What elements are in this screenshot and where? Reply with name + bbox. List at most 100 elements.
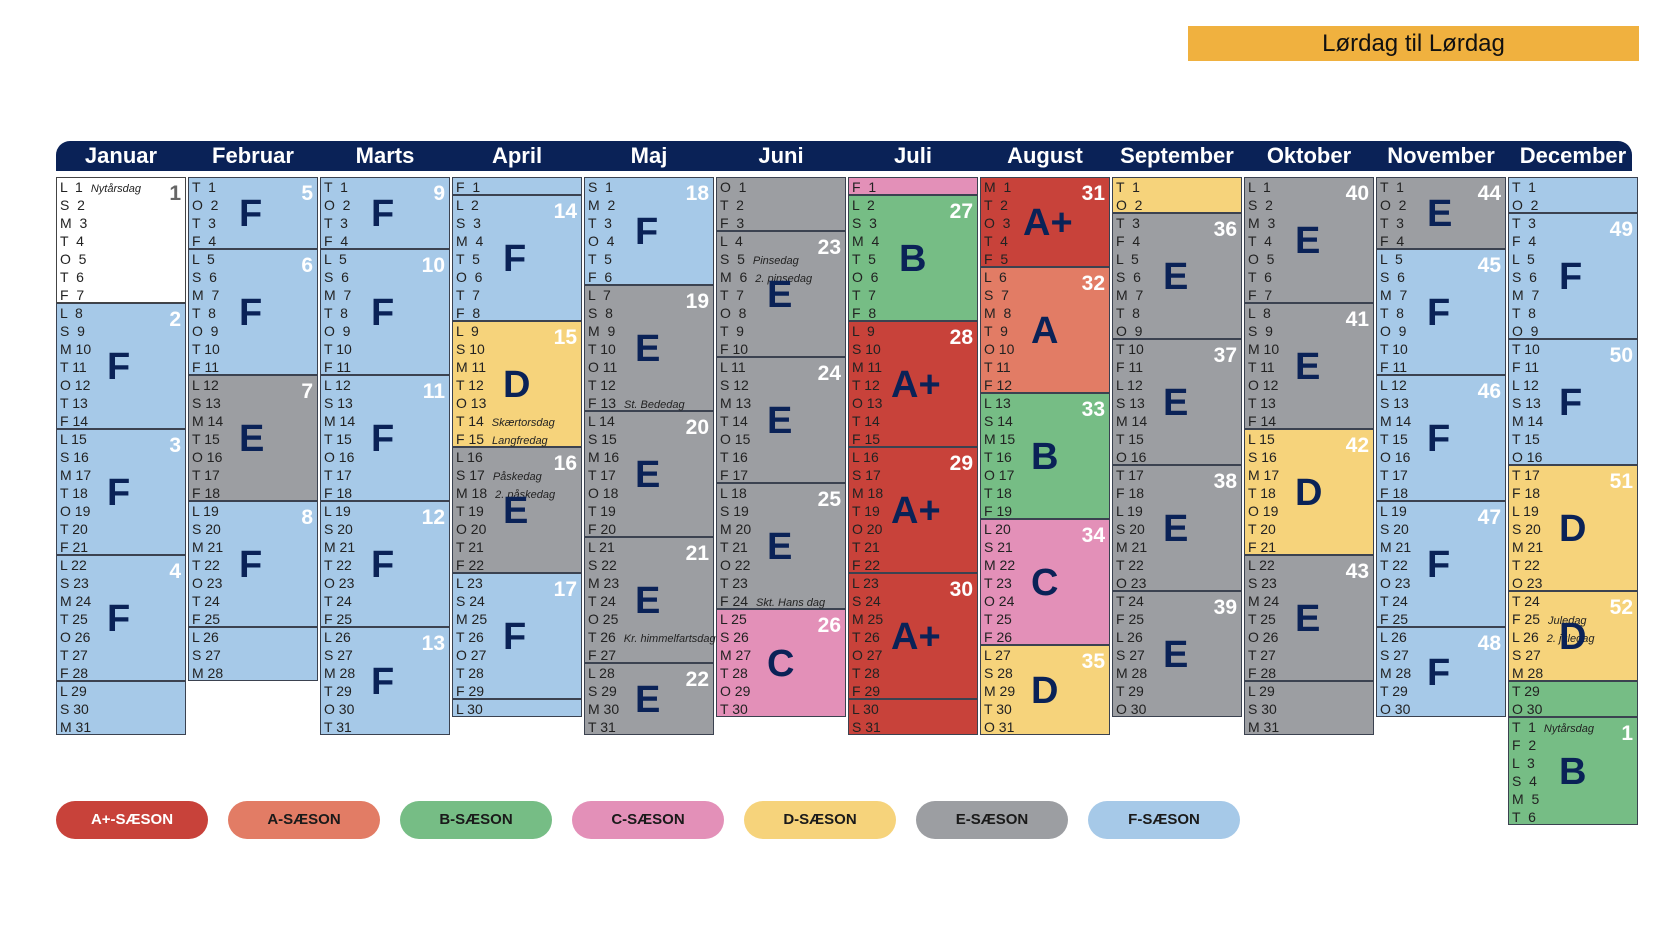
season-block: L 28 S 29 M 30 T 31 22 E [584, 663, 714, 735]
season-letter: F [107, 598, 131, 640]
day-cell: S 22 [588, 557, 617, 573]
day-cell: O 20 [852, 521, 883, 537]
day-cell: S 31 [852, 719, 881, 735]
day-cell: T 28 [720, 665, 748, 681]
season-block: L 29 S 30 M 31 [56, 681, 186, 735]
day-cell: O 25 [588, 611, 619, 627]
day-cell: T 22 [192, 557, 220, 573]
holiday-label: Påskedag [492, 471, 542, 483]
month-header-maj: Maj [630, 143, 668, 168]
month-header-januar: Januar [84, 143, 158, 168]
day-cell: T 13 [1248, 395, 1276, 411]
day-cell: M 4 [456, 233, 484, 249]
week-number: 34 [1081, 524, 1105, 547]
season-block: L 6 S 7 M 8 T 9 O 10 T 11 F 12 32 A [980, 267, 1110, 393]
day-cell: L 8 [60, 305, 83, 321]
day-cell: F 8 [456, 305, 481, 321]
day-cell: L 5 [1512, 251, 1535, 267]
day-cell: T 16 [984, 449, 1012, 465]
day-cell: O 4 [588, 233, 615, 249]
day-cell: O 9 [1380, 323, 1407, 339]
day-cell: S 8 [588, 305, 613, 321]
day-cell: T 7 [720, 287, 744, 303]
season-block: L 22 S 23 M 24 T 25 O 26 T 27 F 28 4 F [56, 555, 186, 681]
day-cell: S 6 [1512, 269, 1537, 285]
season-letter: B [1559, 751, 1587, 793]
day-cell: M 10 [60, 341, 92, 357]
day-cell: T 10 [588, 341, 616, 357]
season-block: L 23 S 24 M 25 T 26 O 27 T 28 F 29 30 A+ [848, 573, 978, 699]
holiday-label: Nytårsdag [90, 183, 141, 195]
day-cell: M 21 [1380, 539, 1412, 555]
day-cell: T 6 [1512, 809, 1536, 825]
day-cell: F 4 [1380, 233, 1405, 249]
day-cell: M 14 [1512, 413, 1544, 429]
day-cell: L 12 [192, 377, 219, 393]
day-cell: L 19 [324, 503, 351, 519]
day-cell: S 6 [324, 269, 349, 285]
season-letter: D [1031, 670, 1059, 712]
week-number: 31 [1081, 182, 1105, 205]
day-cell: F 1 [456, 179, 481, 195]
season-letter: E [1163, 508, 1189, 550]
week-number: 17 [553, 578, 577, 601]
day-cell: O 8 [720, 305, 747, 321]
season-block: L 16 S 17 Påskedag M 18 2. påskedag T 19 O 20 T… [452, 447, 582, 573]
day-cell: S 23 [1248, 575, 1277, 591]
season-letter: F [503, 238, 527, 280]
day-cell: S 20 [1512, 521, 1541, 537]
holiday-label: 2. juledag [1546, 633, 1595, 645]
season-letter: F [1559, 382, 1583, 424]
day-cell: L 26 [1380, 629, 1407, 645]
season-block: L 25 S 26 M 27 T 28 O 29 T 30 26 C [716, 609, 846, 717]
day-cell: L 26 [1116, 629, 1143, 645]
day-cell: O 12 [60, 377, 91, 393]
day-cell: O 16 [1116, 449, 1147, 465]
season-block: L 15 S 16 M 17 T 18 O 19 T 20 F 21 42 D [1244, 429, 1374, 555]
season-block: L 19 S 20 M 21 T 22 O 23 T 24 F 25 12 F [320, 501, 450, 627]
season-letter: A+ [1023, 202, 1073, 244]
day-cell: T 1 [1116, 179, 1140, 195]
day-cell: M 30 [588, 701, 620, 717]
season-block: M 1 T 2 O 3 T 4 F 5 31 A+ [980, 177, 1110, 267]
day-cell: T 15 [1116, 431, 1144, 447]
day-cell: M 13 [720, 395, 752, 411]
week-number: 39 [1213, 596, 1237, 619]
season-letter: E [635, 580, 661, 622]
day-cell: F 12 [984, 377, 1013, 393]
holiday-label: Skt. Hans dag [756, 597, 826, 609]
season-letter: B [899, 238, 927, 280]
day-cell: T 17 [1380, 467, 1408, 483]
day-cell: O 24 [984, 593, 1015, 609]
week-number: 22 [685, 668, 709, 691]
week-number: 6 [301, 254, 313, 277]
day-cell: O 1 [720, 179, 747, 195]
legend-pill: D-SÆSON [744, 801, 896, 839]
day-cell: L 22 [1248, 557, 1275, 573]
week-number: 9 [433, 182, 445, 205]
week-number: 29 [949, 452, 973, 475]
week-number: 10 [421, 254, 445, 277]
week-number: 3 [169, 434, 181, 457]
day-cell: T 4 [60, 233, 84, 249]
day-cell: S 13 [1380, 395, 1409, 411]
day-cell: T 31 [588, 719, 616, 735]
day-cell: T 4 [1248, 233, 1272, 249]
day-cell: S 13 [192, 395, 221, 411]
day-cell: F 13 St. Bededag [588, 395, 685, 411]
day-cell: T 11 [984, 359, 1011, 375]
day-cell: T 12 [588, 377, 616, 393]
day-cell: M 28 [1116, 665, 1148, 681]
day-cell: O 13 [852, 395, 883, 411]
day-cell: T 17 [588, 467, 616, 483]
day-cell: M 16 [588, 449, 620, 465]
week-number: 41 [1345, 308, 1369, 331]
day-cell: T 1 [1512, 179, 1536, 195]
day-cell: O 30 [1512, 701, 1543, 717]
day-cell: T 14 Skærtorsdag [456, 413, 555, 429]
day-cell: F 18 [1512, 485, 1541, 501]
day-cell: L 20 [984, 521, 1011, 537]
day-cell: L 19 [192, 503, 219, 519]
season-block: T 24 F 25 Juledag L 26 2. juledag S 27 M 28 52 D [1508, 591, 1638, 681]
day-cell: S 6 [1380, 269, 1405, 285]
